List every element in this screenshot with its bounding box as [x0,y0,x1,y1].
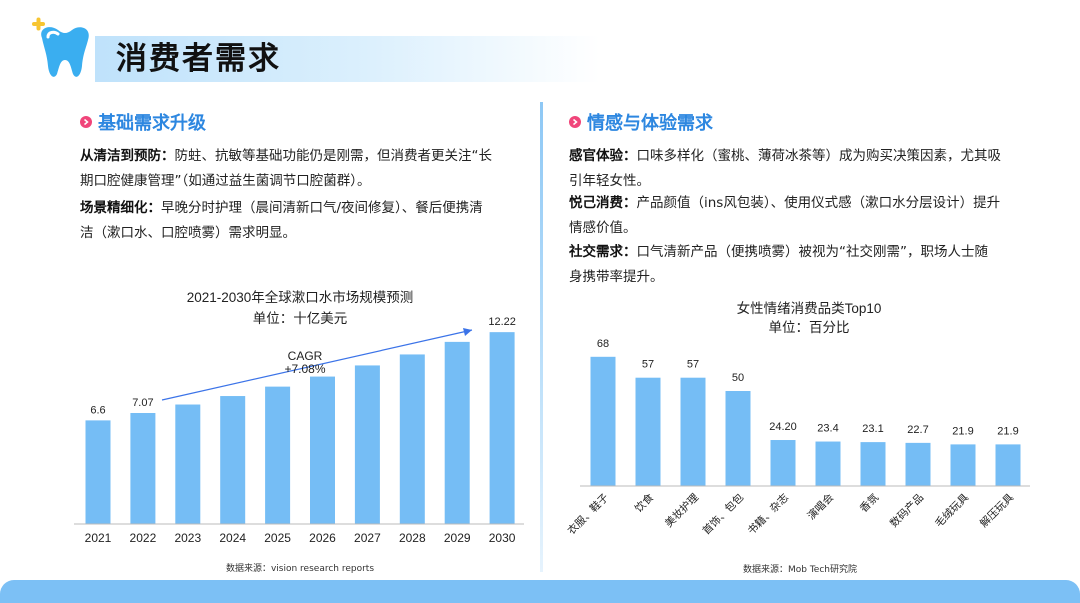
page-title: 消费者需求 [116,41,281,77]
chart2-bar [770,440,796,486]
chart1-bar [265,386,291,524]
chart1-bar [130,413,156,524]
chart1-bar [310,376,335,524]
chart2-x-tick: 首饰、包包 [700,491,747,538]
chart2-x-tick: 美妆护理 [662,491,701,530]
chart1-x-tick: 2021 [85,531,112,545]
left-section-heading: 基础需求升级 [80,109,206,135]
chart2-bar [725,391,751,486]
chart2-x-tick: 香氛 [857,491,881,515]
chart2-data-label: 57 [687,359,699,371]
chart1-data-label: 7.07 [132,397,153,409]
chart1-x-tick: 2029 [444,531,471,545]
chart2-x-tick: 书籍、杂志 [745,491,791,537]
right-section-heading: 情感与体验需求 [569,109,713,135]
left-paragraph-1: 从清洁到预防：防蛀、抗敏等基础功能仍是刚需，但消费者更关注“长 期口腔健康管理”… [80,144,530,194]
left-p1-line2: 期口腔健康管理”（如通过益生菌调节口腔菌群）。 [80,173,371,189]
chart2-title: 女性情绪消费品类Top10 [737,300,882,316]
chart2-bar [815,441,841,486]
right-paragraph-2: 悦己消费：产品颜值（ins风包装）、使用仪式感（漱口水分层设计）提升 情感价值。 [569,191,1049,241]
left-p1-line1: 防蛀、抗敏等基础功能仍是刚需，但消费者更关注“长 [174,148,493,164]
chart2-data-label: 22.7 [907,424,928,436]
right-paragraph-3: 社交需求：口气清新产品（便携喷雾）被视为“社交刚需”，职场人士随 身携带率提升。 [569,240,1049,290]
right-p2-line1: 产品颜值（ins风包装）、使用仪式感（漱口水分层设计）提升 [636,195,1001,211]
left-p1-bold: 从清洁到预防： [80,148,175,164]
chart2-data-label: 23.1 [862,423,883,435]
left-paragraph-2: 场景精细化：早晚分时护理（晨间清新口气/夜间修复）、餐后便携清 洁（漱口水、口腔… [80,196,530,246]
chart1-x-tick: 2025 [264,531,291,545]
chart2-bar [590,356,616,486]
right-section-title: 情感与体验需求 [587,113,713,134]
chart1-bar [85,420,111,524]
chart1-source: 数据来源：vision research reports [226,562,374,574]
left-p2-line2: 洁（漱口水、口腔喷雾）需求明显。 [80,225,296,241]
chart1-bar [444,341,470,524]
right-p3-line1: 口气清新产品（便携喷雾）被视为“社交刚需”，职场人士随 [636,244,989,260]
emotional-consumption-chart: 女性情绪消费品类Top10 单位：百分比 68 衣服、鞋子 57 饮食 57 美妆护理 50… [565,300,1030,575]
chart1-bar [354,365,380,524]
chart1-x-tick: 2023 [174,531,201,545]
chart1-bar [175,404,201,524]
right-paragraph-1: 感官体验：口味多样化（蜜桃、薄荷冰茶等）成为购买决策因素，尤其吸 引年轻女性。 [569,144,1049,194]
chart2-bar [905,442,931,486]
chevron-right-icon [80,116,92,128]
chart2-data-label: 24.20 [769,421,797,433]
chart2-x-tick: 数码产品 [887,491,926,530]
chart2-bar [995,444,1021,486]
chart2-data-label: 68 [597,338,609,350]
chart1-cagr-arrow [161,328,473,401]
chart2-data-label: 21.9 [997,425,1018,437]
chart1-bar [489,332,515,524]
left-p2-bold: 场景精细化： [80,200,161,216]
right-p1-line2: 引年轻女性。 [569,173,650,189]
chart1-data-label: 12.22 [488,316,516,328]
right-p1-bold: 感官体验： [569,148,637,164]
chart2-data-label: 23.4 [817,423,838,435]
chart2-bar [950,444,976,486]
column-divider [540,102,543,572]
chart2-x-tick: 毛绒玩具 [932,491,971,530]
chart1-x-tick: 2024 [219,531,246,545]
left-p2-line1: 早晚分时护理（晨间清新口气/夜间修复）、餐后便携清 [161,200,483,216]
chart2-x-tick: 演唱会 [805,491,837,523]
chart2-data-label: 50 [732,372,744,384]
right-p1-line1: 口味多样化（蜜桃、薄荷冰茶等）成为购买决策因素，尤其吸 [636,148,1002,164]
chart1-title: 2021-2030年全球漱口水市场规模预测 [187,289,414,305]
chart1-x-tick: 2030 [489,531,516,545]
chart1-x-tick: 2026 [309,531,336,545]
chart1-data-label: 6.6 [90,404,105,416]
chart1-x-tick: 2028 [399,531,426,545]
chart1-cagr-value: +7.08% [284,362,325,376]
chart2-data-label: 57 [642,359,654,371]
chart2-x-tick: 衣服、鞋子 [565,491,611,537]
chart2-bar [635,377,661,486]
tooth-icon [32,17,89,77]
right-p3-line2: 身携带率提升。 [569,269,664,285]
chart2-source: 数据来源：Mob Tech研究院 [743,563,857,575]
chart1-cagr-label: CAGR [288,349,323,363]
chevron-right-icon [569,116,581,128]
footer-band [0,580,1080,603]
chart1-x-tick: 2027 [354,531,381,545]
chart1-subtitle: 单位：十亿美元 [253,311,348,326]
chart2-bar [680,377,706,486]
right-p2-bold: 悦己消费： [569,195,637,211]
chart2-bar [860,442,886,486]
chart1-bar [220,396,246,524]
chart2-x-tick: 解压玩具 [977,491,1016,530]
right-p2-line2: 情感价值。 [569,220,637,236]
chart2-x-tick: 饮食 [632,491,656,515]
header-band [95,36,600,82]
chart2-subtitle: 单位：百分比 [769,320,850,335]
right-p3-bold: 社交需求： [569,244,637,260]
left-section-title: 基础需求升级 [98,113,206,134]
chart2-data-label: 21.9 [952,425,973,437]
chart1-x-tick: 2022 [130,531,157,545]
market-size-chart: 2021-2030年全球漱口水市场规模预测 单位：十亿美元 6.6 2021 7.0… [74,289,524,574]
chart1-bar [399,354,425,524]
